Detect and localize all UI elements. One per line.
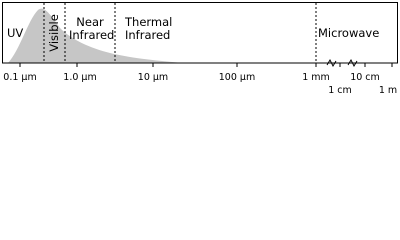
tick-label: 1.0 µm [63, 72, 96, 83]
region-label: Visible [47, 14, 61, 52]
frame [2, 2, 398, 64]
region-label: Near Infrared [69, 16, 115, 42]
tick-label: 1 mm [302, 72, 330, 83]
tick-label: 1 m [379, 85, 397, 96]
region-label: Thermal Infrared [125, 16, 173, 42]
tick-label: 10 cm [350, 72, 380, 83]
region-label-box: Thermal Infrared [125, 16, 173, 42]
spectrum-diagram: UV Visible Near Infrared Thermal Infrare… [2, 2, 398, 96]
region-label-box: Near Infrared [69, 16, 115, 42]
tick-label: 0.1 µm [3, 72, 36, 83]
region-label: UV [7, 26, 23, 40]
region-label: Microwave [318, 26, 379, 40]
tick-label: 10 µm [138, 72, 168, 83]
tick-label: 100 µm [219, 72, 255, 83]
tick-label: 1 cm [328, 85, 352, 96]
emission-curve [8, 8, 185, 63]
